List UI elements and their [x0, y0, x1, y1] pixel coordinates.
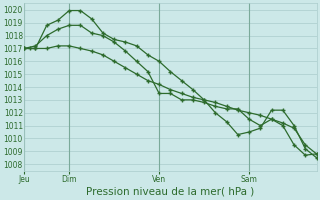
X-axis label: Pression niveau de la mer( hPa ): Pression niveau de la mer( hPa ) [86, 187, 254, 197]
